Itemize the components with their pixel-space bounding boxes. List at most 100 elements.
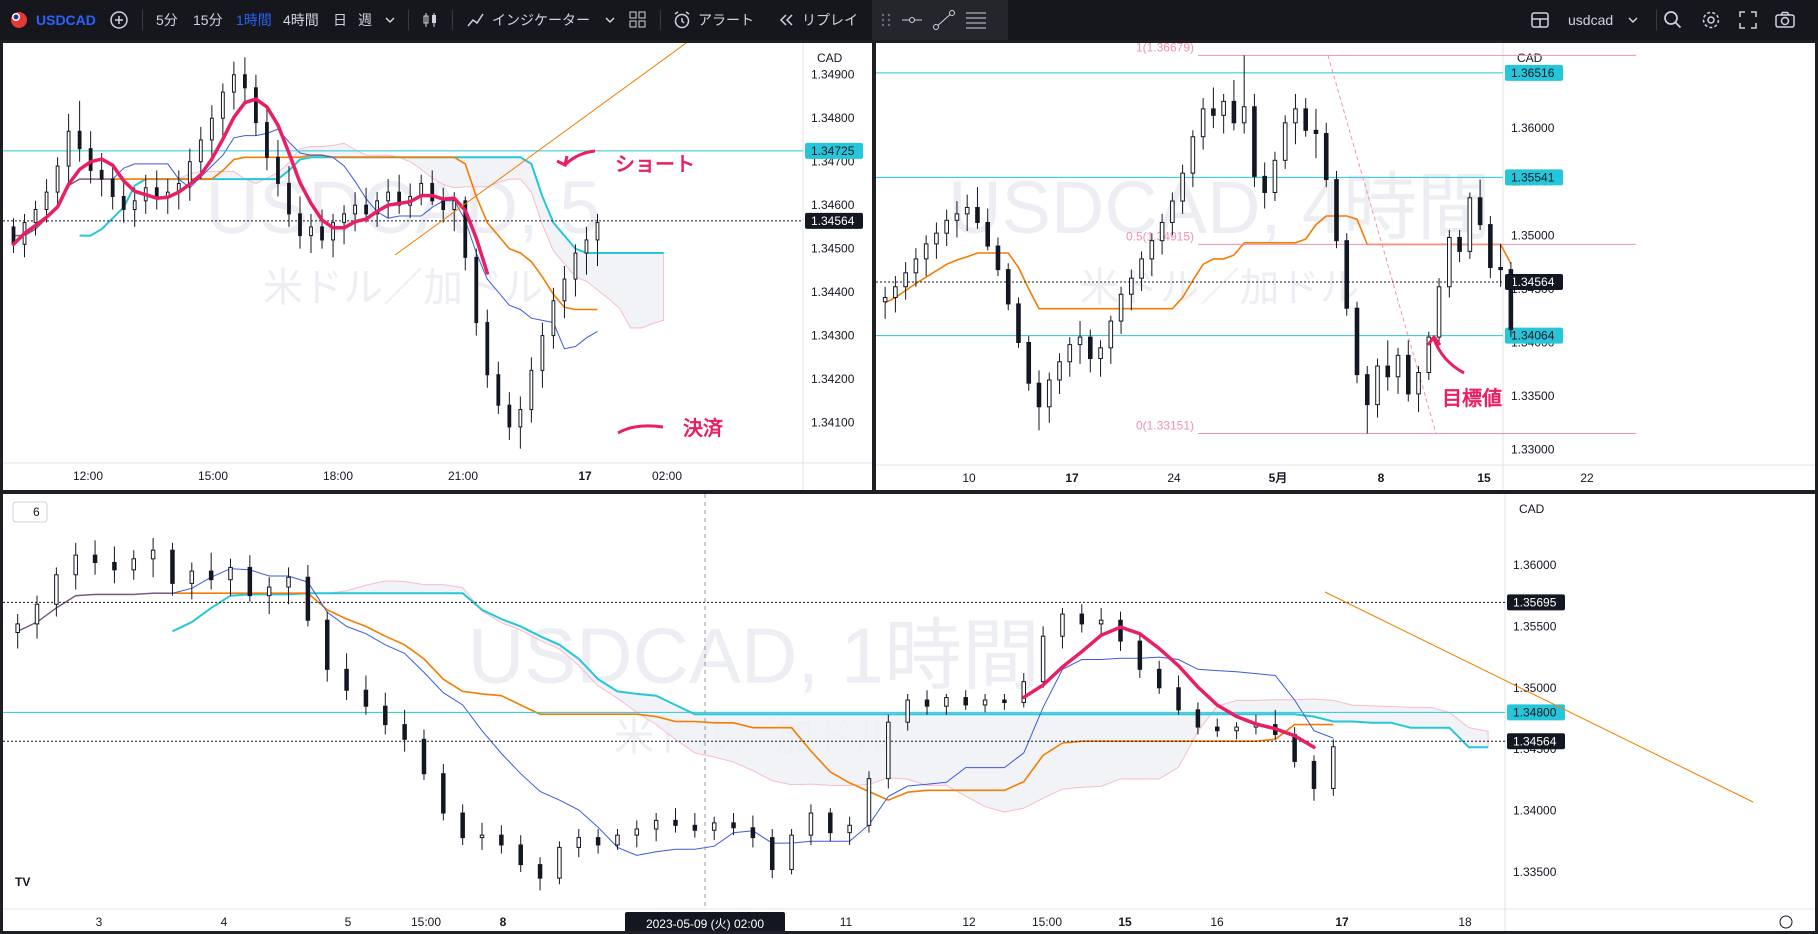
x-tick-label: 4 — [221, 915, 228, 929]
arrow-head — [556, 155, 569, 168]
interval-1h[interactable]: 1時間 — [236, 0, 272, 40]
x-tick-label: 8 — [500, 915, 507, 929]
candle-body — [1488, 224, 1493, 268]
drawing-toolbar — [872, 0, 1008, 40]
candle-body — [1477, 197, 1483, 226]
chart-panel-1h[interactable]: USDCAD, 1時間米ドル／加ドル1.360001.355001.350001… — [3, 494, 1815, 931]
trend-line-icon[interactable] — [932, 9, 956, 31]
crosshair-date-label: 2023-05-09 (火) 02:00 — [646, 917, 764, 931]
candle-body — [474, 256, 479, 324]
interval-label: 日 — [333, 12, 347, 28]
candle-body — [342, 213, 346, 224]
candle-body — [1282, 122, 1288, 161]
candle-body — [584, 239, 589, 254]
horizontal-line-icon[interactable] — [900, 10, 924, 30]
gear-icon — [1702, 11, 1720, 29]
chart-panel-5m[interactable]: USDCAD, 5 米ドル／加ドル 1.34900 1.34800 1.34700 1.3… — [3, 43, 872, 490]
candle-body — [1149, 240, 1155, 260]
candle-body — [209, 117, 214, 141]
chart-4h[interactable]: USDCAD, 4時間米ドル／加ドル1.360001.355001.350001… — [876, 43, 1815, 490]
candle-body — [1195, 709, 1201, 728]
y-tick-label: 1.34800 — [811, 111, 855, 125]
candle-body — [1436, 286, 1442, 338]
replay-button[interactable]: リプレイ — [778, 0, 858, 40]
price-label-text: 1.34564 — [1511, 275, 1555, 289]
candle-body — [982, 699, 988, 706]
currency-label: CAD — [817, 51, 843, 65]
candle-body — [924, 699, 930, 707]
candle-body — [287, 182, 291, 215]
annotation-close: 決済 — [683, 416, 724, 440]
price-label-text: 1.34800 — [1513, 705, 1557, 719]
interval-day[interactable]: 日 — [333, 0, 347, 40]
alert-button[interactable]: アラート — [672, 0, 754, 40]
price-label-badge — [1505, 274, 1563, 291]
y-tick-label: 1.34900 — [811, 68, 855, 82]
chart-5m[interactable]: USDCAD, 5米ドル／加ドル1.349001.348001.347001.3… — [3, 43, 872, 490]
y-tick-label: 1.33500 — [1513, 865, 1557, 879]
candle-body — [1190, 136, 1196, 174]
candle-body — [1026, 341, 1032, 384]
x-tick-label: 15:00 — [198, 469, 228, 483]
candle-body — [220, 91, 225, 119]
price-label-text: 1.34564 — [811, 214, 855, 228]
candle-body — [479, 834, 485, 839]
interval-4h[interactable]: 4時間 — [283, 0, 319, 40]
chart-panel-4h[interactable]: USDCAD, 4時間米ドル／加ドル1.360001.355001.350001… — [876, 43, 1815, 490]
price-label-badge — [1505, 64, 1563, 81]
candle-body — [893, 286, 898, 298]
camera-icon — [1775, 11, 1795, 28]
interval-label: 15分 — [193, 12, 223, 28]
candle-body — [1108, 320, 1114, 349]
compare-button[interactable] — [108, 0, 130, 40]
chart-type-button[interactable] — [420, 0, 440, 40]
x-tick-label: 8 — [1378, 471, 1385, 485]
candle-body — [882, 296, 888, 303]
candle-body — [132, 200, 137, 211]
candle-body — [975, 206, 980, 223]
candle-body — [1118, 293, 1124, 322]
y-tick-label: 1.34200 — [811, 372, 855, 386]
candle-body — [731, 822, 736, 829]
y-tick-label: 1.33000 — [1511, 443, 1555, 457]
arrow-target — [1432, 338, 1465, 375]
candle-body — [265, 122, 269, 158]
chart-1h[interactable]: USDCAD, 1時間米ドル／加ドル1.360001.355001.350001… — [3, 494, 1815, 931]
candle-body — [1457, 236, 1462, 252]
candle-body — [386, 191, 391, 202]
candle-body — [847, 824, 852, 834]
templates-button[interactable] — [628, 0, 648, 40]
interval-5m[interactable]: 5分 — [156, 0, 178, 40]
interval-15m[interactable]: 15分 — [193, 0, 223, 40]
interval-week[interactable]: 週 — [358, 0, 372, 40]
candle-body — [1395, 354, 1401, 378]
candle-body — [154, 187, 159, 197]
x-tick-label: 17 — [1065, 471, 1079, 485]
candle-body — [1129, 277, 1134, 295]
fullscreen-button[interactable] — [1738, 0, 1758, 40]
alert-label: アラート — [698, 12, 754, 28]
interval-dropdown[interactable] — [384, 0, 396, 40]
fib-retracement-icon[interactable] — [964, 9, 988, 31]
candle-body — [995, 245, 1001, 271]
indicators-button[interactable]: インジケーター — [466, 0, 616, 40]
search-button[interactable] — [1662, 0, 1684, 40]
layout-button[interactable] — [1530, 0, 1550, 40]
candle-body — [298, 213, 302, 237]
symbol-search[interactable]: USDCAD — [8, 0, 96, 40]
candle-body — [131, 558, 137, 571]
layout-name-dropdown[interactable]: usdcad — [1568, 0, 1639, 40]
candle-body — [1331, 746, 1336, 789]
candle-body — [1079, 613, 1085, 625]
candle-body — [1467, 197, 1473, 252]
drag-handle-icon[interactable] — [880, 10, 892, 30]
candle-body — [944, 219, 949, 234]
chevron-down-icon — [605, 17, 615, 24]
chevron-down-icon — [1628, 17, 1638, 24]
candle-body — [1118, 619, 1123, 642]
y-tick-label: 1.34500 — [811, 242, 855, 256]
settings-button[interactable] — [1700, 0, 1722, 40]
candle-body — [1498, 266, 1503, 271]
snapshot-button[interactable] — [1774, 0, 1796, 40]
x-tick-label: 3 — [96, 915, 103, 929]
